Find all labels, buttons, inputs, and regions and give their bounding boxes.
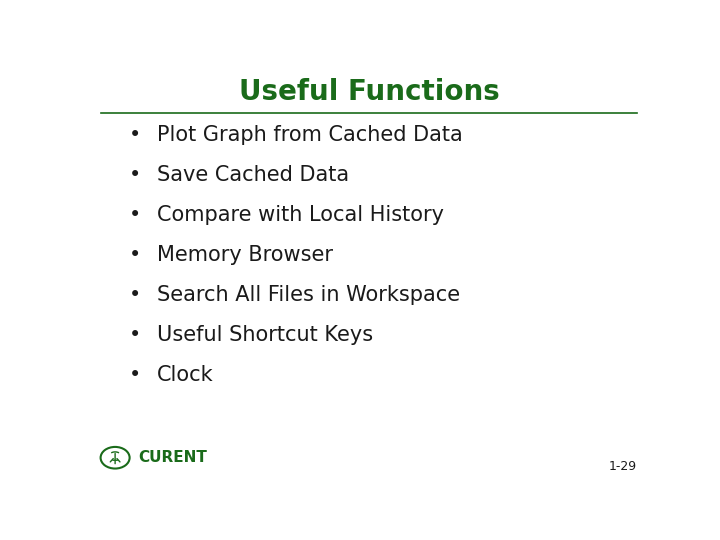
Text: Compare with Local History: Compare with Local History	[157, 205, 444, 225]
Text: Plot Graph from Cached Data: Plot Graph from Cached Data	[157, 125, 463, 145]
Text: •: •	[128, 125, 141, 145]
Text: •: •	[128, 205, 141, 225]
Text: Save Cached Data: Save Cached Data	[157, 165, 349, 185]
Text: Search All Files in Workspace: Search All Files in Workspace	[157, 285, 460, 305]
Text: •: •	[128, 165, 141, 185]
Text: •: •	[128, 245, 141, 265]
Text: •: •	[128, 325, 141, 345]
Text: •: •	[128, 365, 141, 385]
Text: Memory Browser: Memory Browser	[157, 245, 333, 265]
Text: Useful Shortcut Keys: Useful Shortcut Keys	[157, 325, 373, 345]
Text: •: •	[128, 285, 141, 305]
Text: CURENT: CURENT	[138, 450, 207, 465]
Text: Useful Functions: Useful Functions	[238, 78, 500, 106]
Text: 1-29: 1-29	[608, 460, 637, 473]
Text: Clock: Clock	[157, 365, 214, 385]
